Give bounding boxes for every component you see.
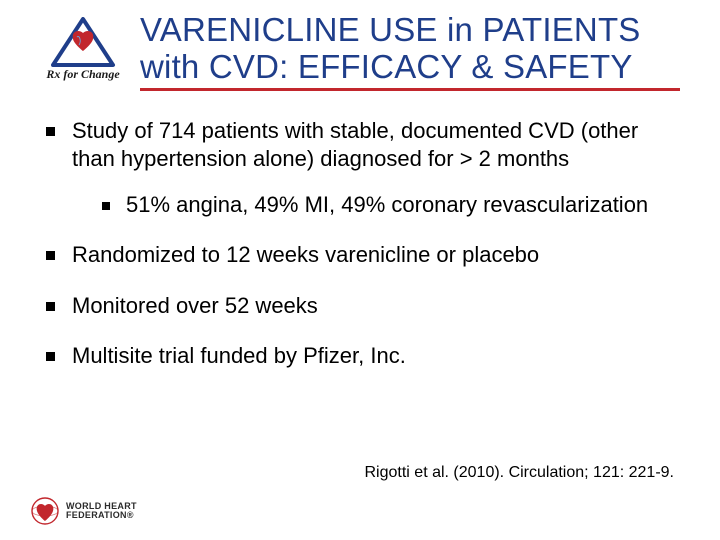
sub-bullet-text: 51% angina, 49% MI, 49% coronary revascu… <box>126 192 648 217</box>
bullet-item: Multisite trial funded by Pfizer, Inc. <box>42 342 680 370</box>
world-heart-federation-logo: WORLD HEART FEDERATION® <box>30 496 137 526</box>
rx-for-change-logo: Rx for Change <box>40 12 126 86</box>
slide-title: VARENICLINE USE in PATIENTS with CVD: EF… <box>140 12 680 86</box>
bullet-item: Study of 714 patients with stable, docum… <box>42 117 680 219</box>
rx-triangle-icon <box>49 17 117 69</box>
slide-content: Study of 714 patients with stable, docum… <box>40 117 680 370</box>
title-underline <box>140 88 680 91</box>
bullet-text: Study of 714 patients with stable, docum… <box>72 118 638 171</box>
slide-header: Rx for Change VARENICLINE USE in PATIENT… <box>40 12 680 91</box>
footer-logo-text: WORLD HEART FEDERATION® <box>66 502 137 521</box>
slide: Rx for Change VARENICLINE USE in PATIENT… <box>0 0 720 540</box>
heart-globe-icon <box>30 496 60 526</box>
bullet-text: Randomized to 12 weeks varenicline or pl… <box>72 242 539 267</box>
bullet-item: Monitored over 52 weeks <box>42 292 680 320</box>
citation: Rigotti et al. (2010). Circulation; 121:… <box>365 464 675 482</box>
footer-logo-line2: FEDERATION® <box>66 511 137 520</box>
rx-logo-label: Rx for Change <box>46 67 119 82</box>
bullet-text: Multisite trial funded by Pfizer, Inc. <box>72 343 406 368</box>
bullet-item: Randomized to 12 weeks varenicline or pl… <box>42 241 680 269</box>
title-block: VARENICLINE USE in PATIENTS with CVD: EF… <box>140 12 680 91</box>
sub-bullet-list: 51% angina, 49% MI, 49% coronary revascu… <box>72 191 680 219</box>
bullet-text: Monitored over 52 weeks <box>72 293 318 318</box>
bullet-list: Study of 714 patients with stable, docum… <box>42 117 680 370</box>
sub-bullet-item: 51% angina, 49% MI, 49% coronary revascu… <box>72 191 680 219</box>
